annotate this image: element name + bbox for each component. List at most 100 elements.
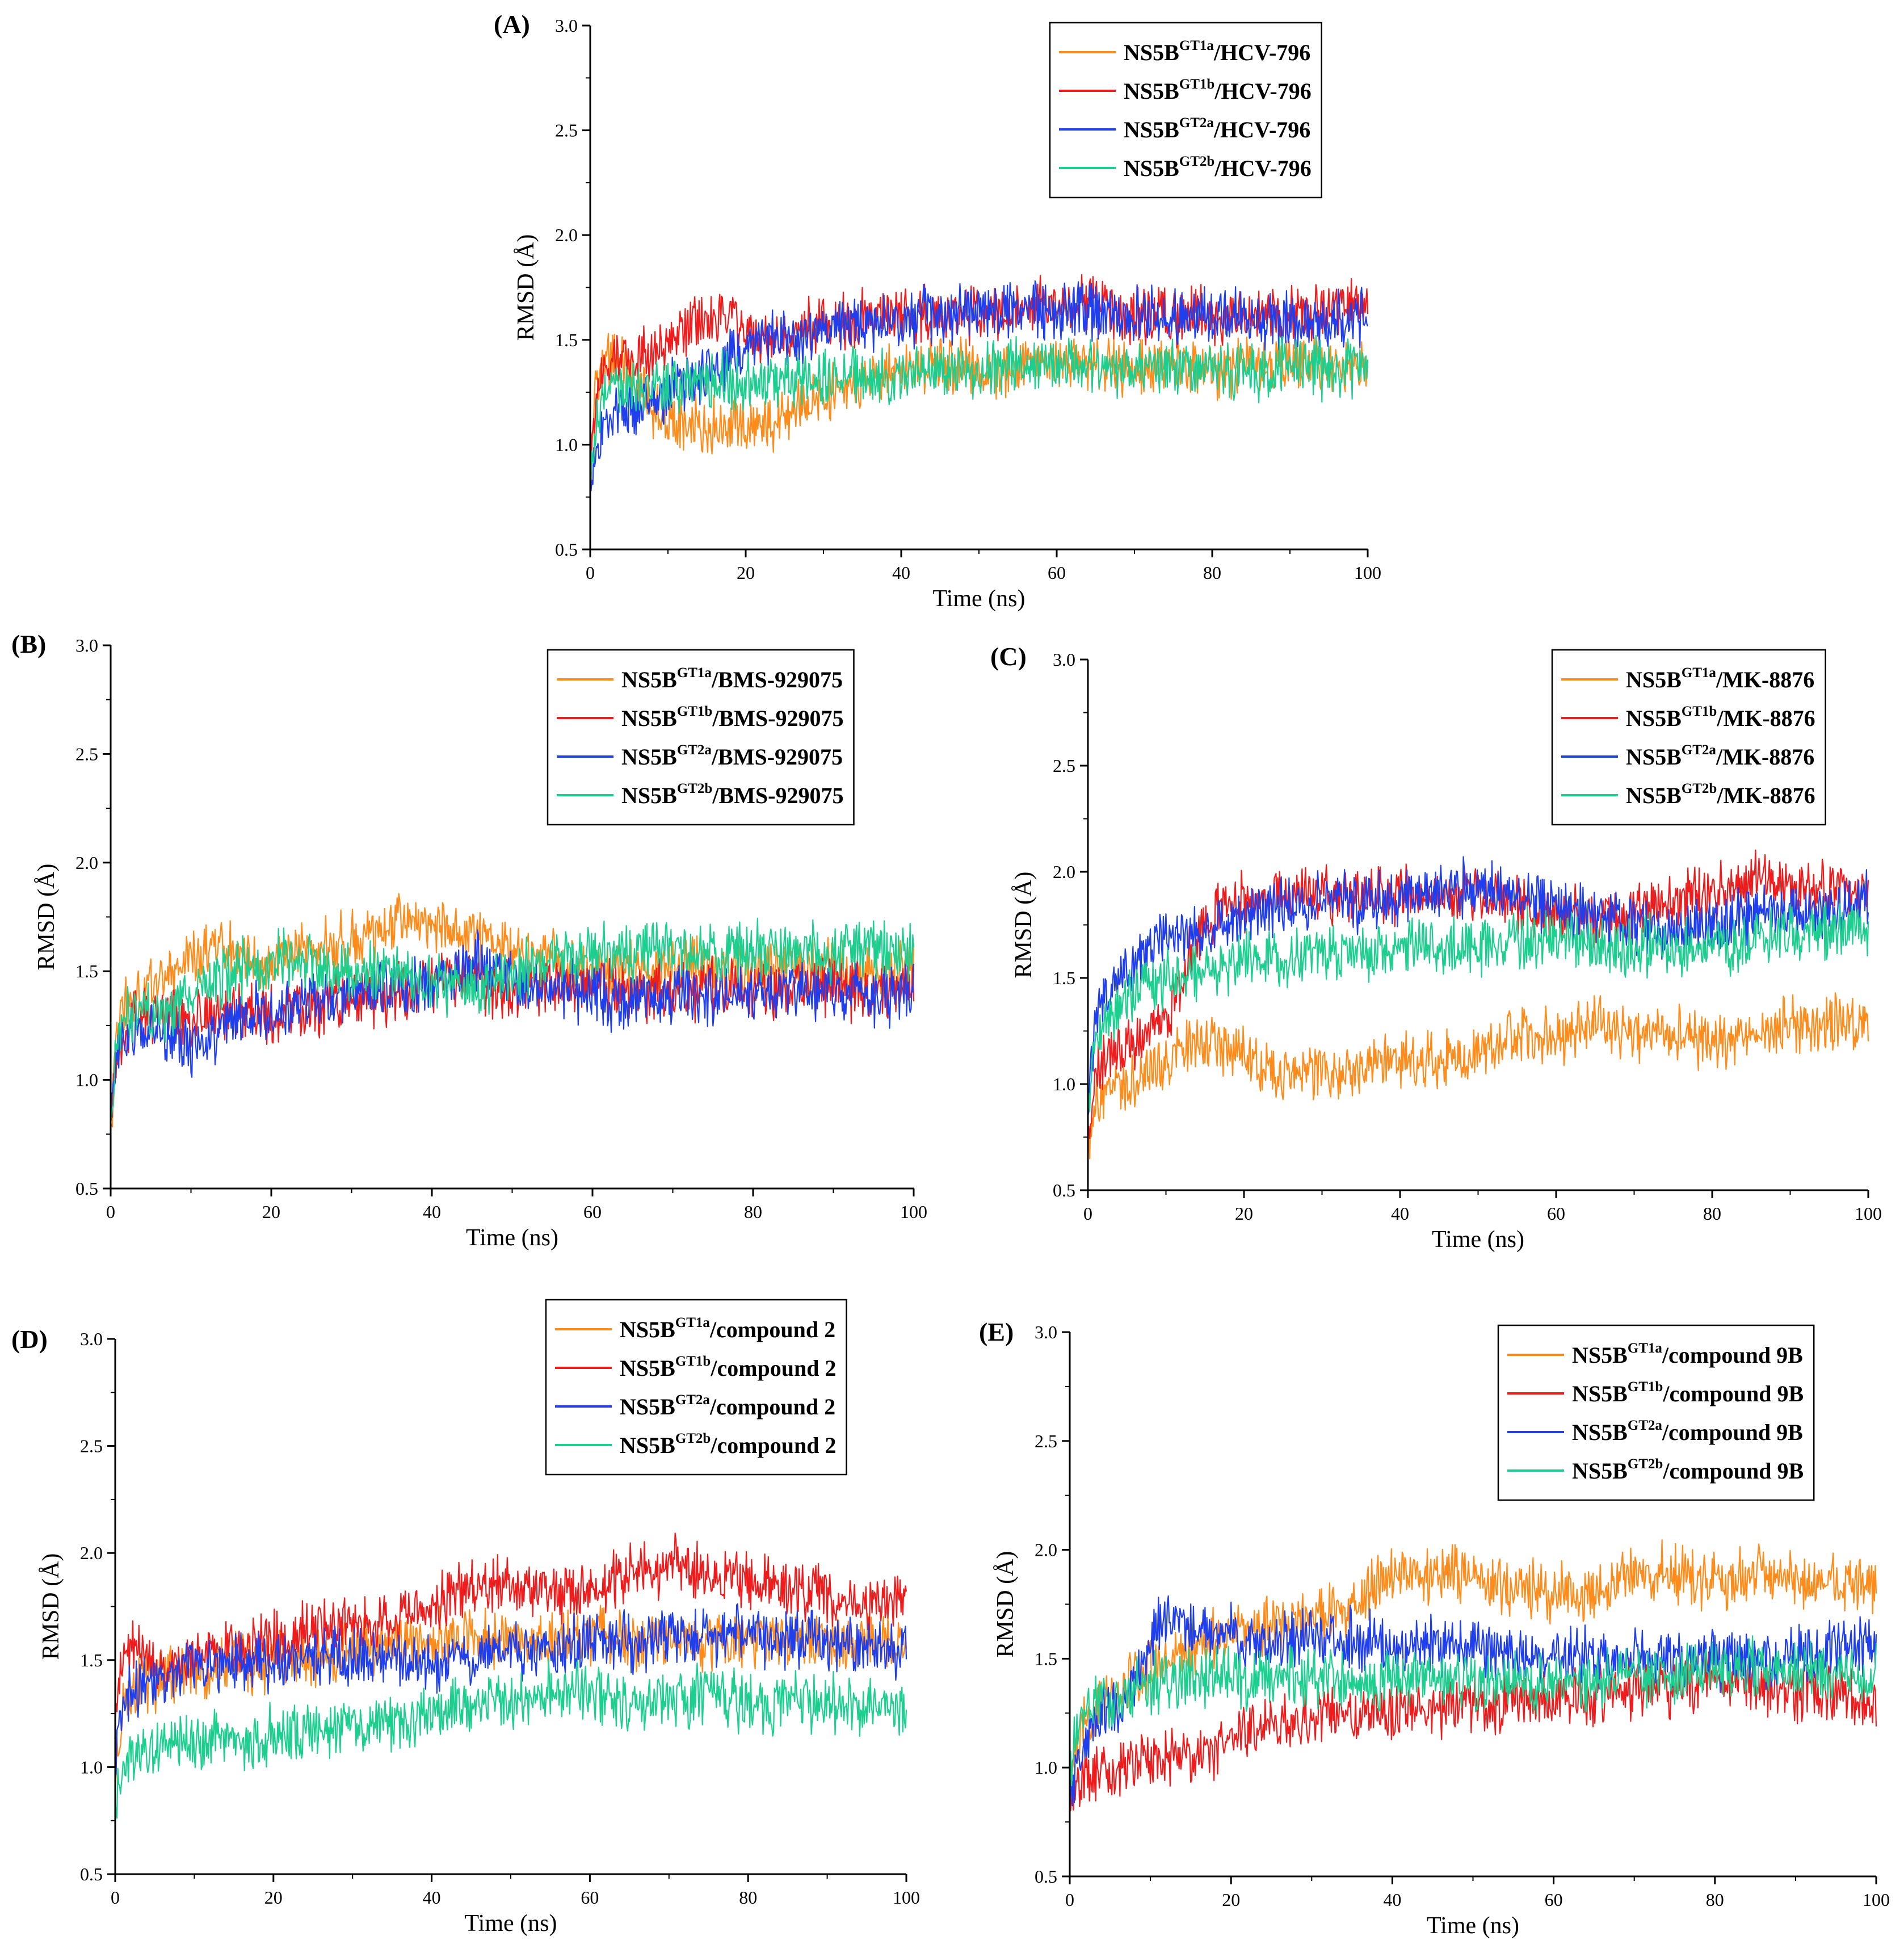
chart-panel-d: 0 20 40 60 80 100 0.5 1.0 1.5 2.0 2.5 3.0 Time (ns) R…	[11, 1299, 920, 1937]
chart-panel-e: 0 20 40 60 80 100 0.5 1.0 1.5 2.0 2.5 3.0 Time (ns) R…	[979, 1317, 1890, 1939]
legend-label: NS5BGT2b/BMS-929075	[621, 781, 843, 808]
x-tick-label: 100	[1855, 1203, 1882, 1224]
x-tick-label: 100	[1354, 562, 1381, 583]
legend-label: NS5BGT1b/BMS-929075	[621, 704, 843, 731]
x-tick-label: 20	[1222, 1889, 1240, 1910]
chart-panel-a: 0 20 40 60 80 100 0.5 1.0 1.5 2.0 2.5 3.0 Time (ns) R…	[494, 10, 1381, 612]
series-line-gt1b	[114, 1532, 907, 1725]
x-tick-label: 20	[1235, 1203, 1253, 1224]
series-line-gt2a	[1069, 1595, 1877, 1811]
x-tick-label: 0	[586, 562, 595, 583]
chart-panel-c: 0 20 40 60 80 100 0.5 1.0 1.5 2.0 2.5 3.0 Time (ns) R…	[990, 642, 1882, 1253]
y-tick-label: 1.0	[1035, 1757, 1057, 1778]
legend-label: NS5BGT1a/compound 2	[620, 1315, 835, 1342]
series-line-gt2a	[114, 1603, 907, 1775]
legend-label: NS5BGT1b/compound 9B	[1572, 1379, 1804, 1406]
x-tick-label: 40	[423, 1202, 441, 1222]
x-axis-title: Time (ns)	[466, 1225, 558, 1251]
y-tick-label: 1.0	[1053, 1074, 1075, 1094]
x-tick-label: 80	[1203, 562, 1221, 583]
y-tick-label: 0.5	[80, 1864, 103, 1884]
x-tick-label: 20	[262, 1202, 280, 1222]
y-tick-label: 2.0	[80, 1543, 103, 1563]
series-line-gt2b	[1069, 1635, 1877, 1790]
legend: NS5BGT1a/HCV-796 NS5BGT1b/HCV-796 NS5BGT2a…	[1049, 22, 1322, 199]
y-tick-label: 3.0	[75, 635, 98, 656]
x-tick-label: 40	[423, 1887, 441, 1908]
legend: NS5BGT1a/compound 2 NS5BGT1b/compound 2 NS…	[545, 1299, 847, 1476]
legend-label: NS5BGT2a/HCV-796	[1124, 115, 1310, 142]
y-tick-label: 2.0	[75, 852, 98, 873]
x-tick-label: 100	[893, 1887, 920, 1908]
y-axis-title: RMSD (Å)	[513, 234, 539, 341]
series-line-gt1a	[1087, 992, 1869, 1160]
series-line-gt1b	[1087, 849, 1869, 1140]
x-tick-label: 60	[581, 1887, 599, 1908]
x-tick-label: 60	[583, 1202, 602, 1222]
legend-label: NS5BGT1a/BMS-929075	[621, 665, 843, 692]
x-axis-title: Time (ns)	[465, 1910, 557, 1937]
y-tick-label: 2.5	[1053, 755, 1075, 776]
legend-label: NS5BGT1b/compound 2	[620, 1354, 837, 1381]
x-tick-label: 60	[1545, 1889, 1563, 1910]
series-line-gt2a	[1087, 856, 1869, 1116]
legend-label: NS5BGT1a/compound 9B	[1572, 1341, 1803, 1368]
panel-label: (B)	[11, 629, 46, 658]
legend: NS5BGT1a/BMS-929075 NS5BGT1b/BMS-929075 NS…	[547, 649, 855, 826]
y-tick-label: 1.0	[75, 1070, 98, 1090]
panel-label: (C)	[990, 642, 1027, 671]
x-tick-label: 0	[1065, 1889, 1074, 1910]
legend: NS5BGT1a/compound 9B NS5BGT1b/compound 9B…	[1497, 1324, 1815, 1501]
legend-label: NS5BGT1a/MK-8876	[1626, 665, 1814, 692]
y-tick-label: 2.0	[555, 225, 578, 245]
x-tick-label: 40	[892, 562, 910, 583]
x-tick-label: 0	[1083, 1203, 1092, 1224]
x-tick-label: 80	[1703, 1203, 1721, 1224]
y-tick-label: 2.0	[1053, 862, 1075, 882]
x-tick-label: 60	[1048, 562, 1066, 583]
x-tick-label: 0	[111, 1887, 120, 1908]
series-line-gt2b	[110, 917, 915, 1124]
y-tick-label: 2.5	[80, 1436, 103, 1456]
y-axis-title: RMSD (Å)	[993, 1551, 1019, 1658]
y-tick-label: 2.5	[555, 120, 578, 141]
x-tick-label: 20	[737, 562, 755, 583]
legend-label: NS5BGT2b/compound 2	[620, 1431, 837, 1458]
y-tick-label: 3.0	[1035, 1322, 1057, 1342]
y-tick-label: 0.5	[75, 1178, 98, 1199]
legend-label: NS5BGT2a/compound 9B	[1572, 1418, 1803, 1445]
y-tick-label: 1.0	[80, 1757, 103, 1777]
series-line-gt2b	[114, 1658, 907, 1819]
x-tick-label: 80	[1706, 1889, 1724, 1910]
y-tick-label: 0.5	[1053, 1180, 1075, 1200]
x-axis-title: Time (ns)	[933, 586, 1025, 612]
y-tick-label: 3.0	[1053, 649, 1075, 670]
y-tick-label: 3.0	[80, 1329, 103, 1349]
panel-label: (D)	[11, 1325, 48, 1354]
y-axis-title: RMSD (Å)	[38, 1553, 64, 1660]
y-axis-title: RMSD (Å)	[1011, 872, 1037, 978]
x-tick-label: 100	[1863, 1889, 1890, 1910]
chart-panel-b: 0 20 40 60 80 100 0.5 1.0 1.5 2.0 2.5 3.0 Time (ns) R…	[11, 629, 927, 1251]
y-axis-title: RMSD (Å)	[33, 864, 60, 971]
series-line-gt1b	[110, 950, 915, 1124]
legend-label: NS5BGT2b/compound 9B	[1572, 1456, 1804, 1484]
legend-label: NS5BGT2b/MK-8876	[1626, 781, 1815, 808]
x-tick-label: 60	[1547, 1203, 1565, 1224]
y-tick-label: 1.5	[80, 1650, 103, 1670]
y-tick-label: 3.0	[555, 15, 578, 36]
panel-label: (A)	[494, 10, 530, 39]
series-line-gt2b	[1087, 901, 1869, 1116]
x-axis-title: Time (ns)	[1427, 1913, 1519, 1939]
y-tick-label: 2.5	[1035, 1431, 1057, 1451]
y-tick-label: 0.5	[555, 539, 578, 560]
legend-label: NS5BGT2a/MK-8876	[1626, 742, 1814, 770]
y-tick-label: 1.5	[1053, 968, 1075, 988]
x-tick-label: 80	[739, 1887, 757, 1908]
x-tick-label: 40	[1391, 1203, 1409, 1224]
legend-label: NS5BGT2a/BMS-929075	[621, 742, 843, 770]
legend-label: NS5BGT1b/MK-8876	[1626, 704, 1815, 731]
y-tick-label: 2.0	[1035, 1540, 1057, 1560]
y-tick-label: 0.5	[1035, 1866, 1057, 1887]
